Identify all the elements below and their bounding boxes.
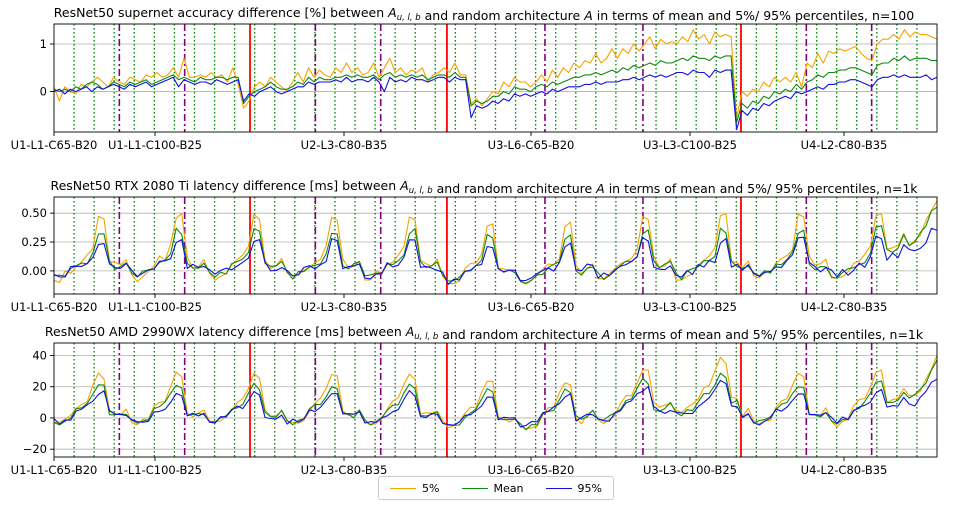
x-tick-label: U3-L3-C100-B25 [643,463,737,477]
y-tick-label: 0.50 [21,206,47,220]
x-tick-label: U3-L6-C65-B20 [488,138,575,152]
series-line-5pct [53,354,938,430]
chart-title: ResNet50 AMD 2990WX latency difference [… [45,324,924,342]
legend-swatch-5pct [390,487,417,489]
y-tick-label: 20 [32,380,47,394]
y-tick-label: −20 [23,442,47,456]
x-tick-label: U1-L1-C65-B20 [11,300,98,314]
plot-frame [53,23,938,133]
x-tick-label: U2-L3-C80-B35 [301,138,388,152]
series-line-95pct [53,69,938,131]
plot-frame [53,342,938,458]
x-tick-label: U1-L1-C65-B20 [11,463,98,477]
series-line-95pct [53,378,938,428]
series-line-5pct [53,29,938,119]
x-tick-label: U3-L6-C65-B20 [488,300,575,314]
x-tick-label: U4-L2-C80-B35 [801,463,888,477]
x-tick-label: U1-L1-C100-B25 [108,300,202,314]
x-tick-label: U3-L3-C100-B25 [643,138,737,152]
series-line-95pct [53,227,938,285]
x-tick-label: U1-L1-C65-B20 [11,138,98,152]
x-tick-label: U4-L2-C80-B35 [801,138,888,152]
y-tick-label: 0 [40,411,47,425]
series-line-mean [53,206,938,284]
x-tick-label: U1-L1-C100-B25 [108,138,202,152]
chart-panel-2: 0.00 0.25 0.50 U1-L1-C65-B20 U1-L1-C100-B25 U… [11,178,938,314]
legend-entry-mean: Mean [461,481,524,495]
x-tick-label: U2-L3-C80-B35 [301,300,388,314]
x-tick-label: U1-L1-C100-B25 [108,463,202,477]
series-line-mean [53,55,937,124]
y-tick-label: 40 [32,348,47,362]
y-tick-label: 0 [40,85,47,99]
chart-title: ResNet50 supernet accuracy difference [%… [54,5,914,23]
y-tick-label: 0.25 [21,235,47,249]
chart-panel-1: 0 1 U1-L1-C65-B20 U1-L1-C100-B25 U2-L3-C80-B… [11,5,938,152]
legend: 5% Mean 95% [378,476,614,500]
x-tick-label: U2-L3-C80-B35 [301,463,388,477]
chart-panel-3: −20 0 20 40 U1-L1-C65-B20 U1-L1-C100-B25 U2-L3… [11,324,938,477]
legend-label-5pct: 5% [422,481,440,495]
y-tick-label: 1 [40,37,47,51]
y-tick-label: 0.00 [21,264,47,278]
legend-label-mean: Mean [493,481,524,495]
plot-frame [53,196,938,295]
legend-entry-95pct: 95% [545,481,602,495]
x-tick-label: U3-L6-C65-B20 [488,463,575,477]
series-line-5pct [53,200,938,285]
legend-swatch-mean [461,487,488,489]
chart-title: ResNet50 RTX 2080 Ti latency difference … [50,178,918,196]
legend-swatch-95pct [545,487,572,489]
legend-entry-5pct: 5% [390,482,439,495]
legend-label-95pct: 95% [577,481,602,495]
x-tick-label: U4-L2-C80-B35 [801,300,888,314]
x-tick-label: U3-L3-C100-B25 [643,300,737,314]
